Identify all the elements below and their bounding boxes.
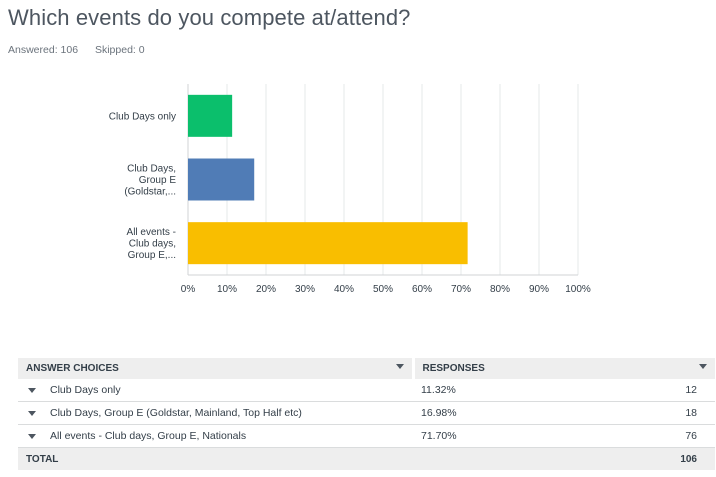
- response-count: 18: [539, 401, 715, 425]
- responses-table: ANSWER CHOICES RESPONSES Club Days only …: [18, 358, 715, 470]
- bar[interactable]: [188, 158, 255, 201]
- answer-choices-header[interactable]: ANSWER CHOICES: [18, 358, 415, 379]
- x-tick-label: 80%: [490, 284, 510, 295]
- caret-down-icon[interactable]: [28, 410, 36, 416]
- x-tick-label: 10%: [217, 284, 237, 295]
- total-count: 106: [539, 447, 715, 470]
- chart-x-ticks: 0% 10% 20% 30% 40% 50% 60% 70% 80% 90% 100%: [181, 284, 591, 295]
- caret-down-icon[interactable]: [28, 433, 36, 439]
- x-tick-label: 30%: [295, 284, 315, 295]
- answer-choice-text: Club Days only: [50, 384, 121, 396]
- response-count: 12: [539, 379, 715, 402]
- category-label: Club Days, Group E (Goldstar,...: [124, 164, 176, 198]
- bar[interactable]: [188, 222, 468, 265]
- x-tick-label: 90%: [529, 284, 549, 295]
- table-row[interactable]: Club Days only 11.32% 12: [18, 379, 715, 402]
- x-tick-label: 70%: [451, 284, 471, 295]
- table-row[interactable]: All events - Club days, Group E, Nationa…: [18, 424, 715, 448]
- response-percent: 71.70%: [413, 424, 539, 448]
- chart-category-labels: Club Days only Club Days, Group E (Goldstar…: [109, 111, 177, 261]
- response-percent: 11.32%: [413, 379, 539, 402]
- response-count: 76: [539, 424, 715, 448]
- skipped-count: Skipped: 0: [94, 44, 145, 56]
- chart-bars: [188, 94, 468, 265]
- responses-header-label: RESPONSES: [422, 363, 485, 374]
- x-tick-label: 40%: [334, 284, 354, 295]
- x-tick-label: 50%: [373, 284, 393, 295]
- x-tick-label: 100%: [565, 284, 591, 295]
- response-summary: Answered: 106 Skipped: 0: [8, 44, 159, 56]
- caret-down-icon[interactable]: [699, 364, 707, 369]
- total-row: TOTAL 106: [18, 447, 715, 470]
- x-tick-label: 60%: [412, 284, 432, 295]
- x-tick-label: 0%: [181, 284, 196, 295]
- question-title: Which events do you compete at/attend?: [8, 5, 411, 30]
- category-label: Club Days only: [109, 111, 176, 122]
- answer-choice-text: Club Days, Group E (Goldstar, Mainland, …: [50, 407, 302, 419]
- answered-count: Answered: 106: [8, 44, 79, 56]
- table-header-row: ANSWER CHOICES RESPONSES: [18, 358, 715, 379]
- caret-down-icon[interactable]: [28, 387, 36, 393]
- x-tick-label: 20%: [256, 284, 276, 295]
- answer-choices-header-label: ANSWER CHOICES: [26, 363, 119, 374]
- table-row[interactable]: Club Days, Group E (Goldstar, Mainland, …: [18, 401, 715, 425]
- bar[interactable]: [188, 94, 233, 137]
- response-percent: 16.98%: [413, 401, 539, 425]
- category-label: All events -Club days, Group E,...: [127, 227, 176, 261]
- bar-chart: Club Days only Club Days, Group E (Goldstar…: [109, 84, 591, 295]
- responses-header[interactable]: RESPONSES: [413, 358, 715, 379]
- total-label: TOTAL: [18, 447, 413, 470]
- answer-choice-text: All events - Club days, Group E, Nationa…: [50, 430, 247, 442]
- caret-down-icon[interactable]: [395, 364, 404, 369]
